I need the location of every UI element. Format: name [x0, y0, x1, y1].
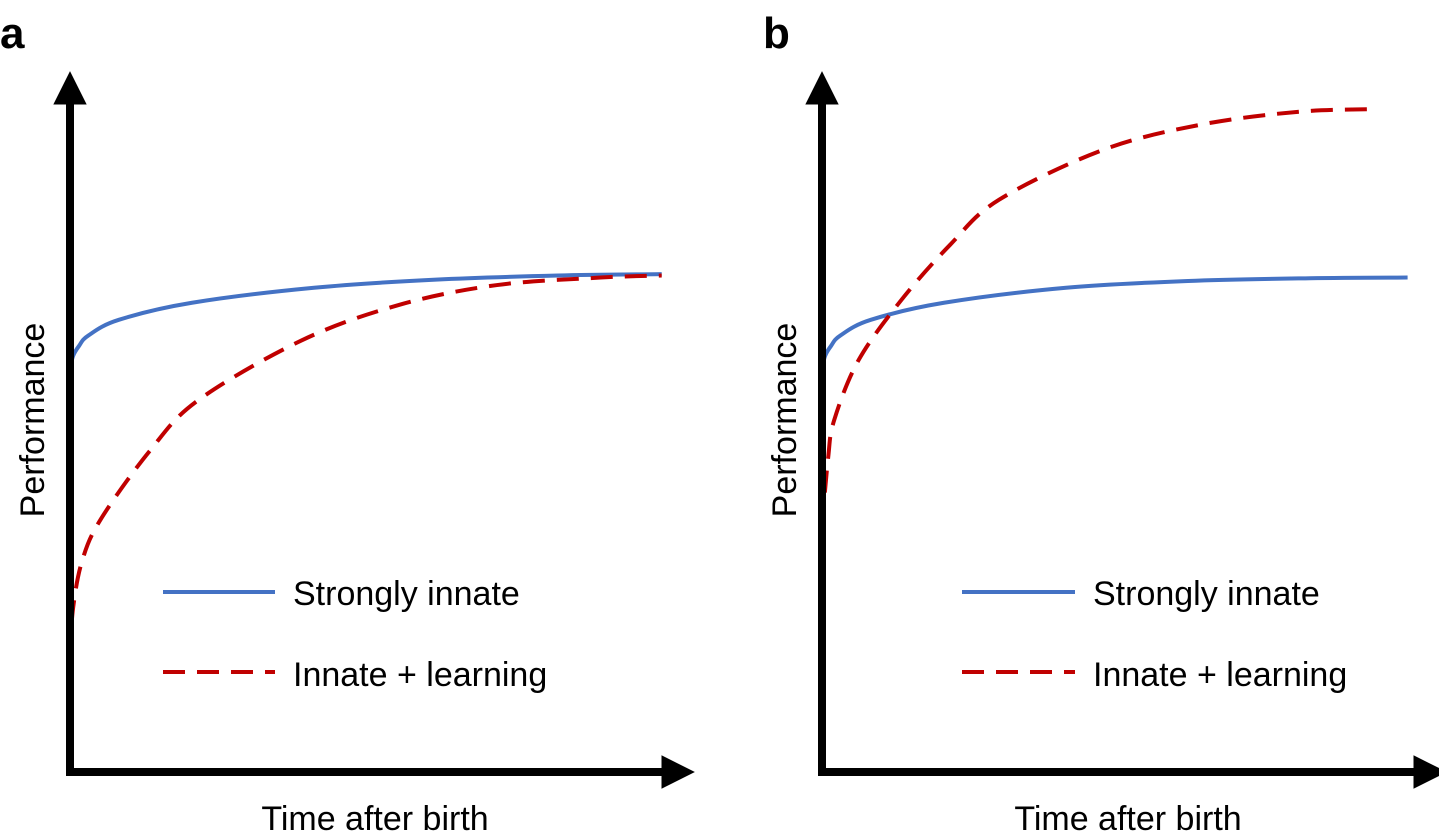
panel-b: b Time after birth Performance Strongly …: [763, 9, 1439, 837]
y-axis-label: Performance: [766, 323, 804, 518]
y-axis-label: Performance: [14, 323, 52, 518]
panel-label: b: [763, 9, 790, 58]
series-line-innate-learning: [820, 107, 1378, 527]
series-line-strongly-innate: [68, 272, 662, 371]
legend-label-innate-learning: Innate + learning: [293, 656, 547, 694]
series-line-innate-learning: [68, 273, 662, 657]
x-axis-label: Time after birth: [1014, 800, 1241, 832]
legend-label-strongly-innate: Strongly innate: [1093, 575, 1320, 613]
series-line-strongly-innate: [820, 275, 1408, 371]
panel-a: a Time after birth Performance Strongly …: [0, 9, 695, 837]
legend-label-strongly-innate: Strongly innate: [293, 575, 520, 613]
legend-label-innate-learning: Innate + learning: [1093, 656, 1347, 694]
x-axis-label: Time after birth: [261, 800, 488, 832]
panel-label: a: [0, 9, 25, 58]
